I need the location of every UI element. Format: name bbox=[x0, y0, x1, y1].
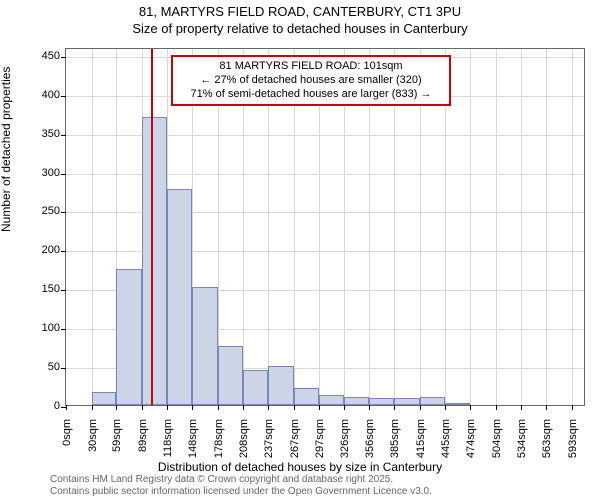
ytick-label: 100 bbox=[26, 322, 60, 334]
title-line-2: Size of property relative to detached ho… bbox=[0, 21, 600, 38]
xtick-label: 237sqm bbox=[263, 419, 275, 469]
histogram-bar bbox=[243, 370, 268, 405]
xtick-label: 297sqm bbox=[314, 419, 326, 469]
xtick-label: 326sqm bbox=[339, 419, 351, 469]
source-footnote: Contains HM Land Registry data © Crown c… bbox=[50, 474, 432, 498]
property-marker-line bbox=[151, 49, 153, 405]
xtick-mark bbox=[521, 405, 522, 410]
xtick-mark bbox=[369, 405, 370, 410]
xtick-mark bbox=[294, 405, 295, 410]
title-line-1: 81, MARTYRS FIELD ROAD, CANTERBURY, CT1 … bbox=[0, 4, 600, 21]
footnote-line-1: Contains HM Land Registry data © Crown c… bbox=[50, 474, 432, 486]
xtick-label: 0sqm bbox=[61, 419, 73, 469]
xtick-mark bbox=[445, 405, 446, 410]
ytick-mark bbox=[61, 174, 66, 175]
xtick-mark bbox=[470, 405, 471, 410]
xtick-label: 593sqm bbox=[567, 419, 579, 469]
xtick-mark bbox=[92, 405, 93, 410]
ytick-label: 200 bbox=[26, 244, 60, 256]
xtick-mark bbox=[268, 405, 269, 410]
ytick-mark bbox=[61, 135, 66, 136]
xtick-mark bbox=[572, 405, 573, 410]
ytick-mark bbox=[61, 368, 66, 369]
xtick-mark bbox=[116, 405, 117, 410]
xtick-mark bbox=[142, 405, 143, 410]
histogram-bar bbox=[268, 366, 294, 405]
histogram-bar bbox=[420, 397, 446, 405]
xtick-mark bbox=[66, 405, 67, 410]
xtick-label: 178sqm bbox=[213, 419, 225, 469]
ytick-mark bbox=[61, 251, 66, 252]
xtick-mark bbox=[243, 405, 244, 410]
gridline-v bbox=[92, 49, 93, 405]
ytick-label: 300 bbox=[26, 167, 60, 179]
ytick-label: 50 bbox=[26, 361, 60, 373]
property-annotation-box: 81 MARTYRS FIELD ROAD: 101sqm← 27% of de… bbox=[171, 55, 451, 106]
histogram-bar bbox=[218, 346, 244, 405]
histogram-bar bbox=[394, 398, 420, 405]
ytick-label: 0 bbox=[26, 400, 60, 412]
xtick-mark bbox=[546, 405, 547, 410]
ytick-label: 350 bbox=[26, 128, 60, 140]
xtick-label: 30sqm bbox=[87, 419, 99, 469]
histogram-bar bbox=[192, 287, 218, 405]
xtick-label: 563sqm bbox=[541, 419, 553, 469]
xtick-label: 445sqm bbox=[440, 419, 452, 469]
xtick-label: 208sqm bbox=[238, 419, 250, 469]
ytick-label: 400 bbox=[26, 89, 60, 101]
y-axis-label: Number of detached properties bbox=[0, 67, 13, 232]
xtick-label: 415sqm bbox=[415, 419, 427, 469]
gridline-v bbox=[470, 49, 471, 405]
xtick-mark bbox=[319, 405, 320, 410]
histogram-bar bbox=[369, 398, 394, 405]
xtick-mark bbox=[344, 405, 345, 410]
ytick-mark bbox=[61, 96, 66, 97]
xtick-mark bbox=[167, 405, 168, 410]
histogram-plot-area: 81 MARTYRS FIELD ROAD: 101sqm← 27% of de… bbox=[65, 48, 585, 406]
xtick-mark bbox=[394, 405, 395, 410]
xtick-label: 59sqm bbox=[111, 419, 123, 469]
ytick-label: 450 bbox=[26, 50, 60, 62]
xtick-label: 504sqm bbox=[491, 419, 503, 469]
histogram-bar bbox=[319, 395, 344, 405]
histogram-bar bbox=[142, 117, 167, 405]
xtick-label: 534sqm bbox=[516, 419, 528, 469]
histogram-bar bbox=[344, 397, 370, 405]
gridline-v bbox=[546, 49, 547, 405]
ytick-label: 250 bbox=[26, 205, 60, 217]
ytick-mark bbox=[61, 57, 66, 58]
ytick-mark bbox=[61, 212, 66, 213]
xtick-mark bbox=[192, 405, 193, 410]
annotation-line: ← 27% of detached houses are smaller (32… bbox=[179, 74, 443, 88]
xtick-label: 89sqm bbox=[137, 419, 149, 469]
xtick-label: 356sqm bbox=[364, 419, 376, 469]
histogram-bar bbox=[116, 269, 142, 405]
xtick-mark bbox=[420, 405, 421, 410]
xtick-mark bbox=[496, 405, 497, 410]
histogram-bar bbox=[445, 403, 470, 405]
chart-title-block: 81, MARTYRS FIELD ROAD, CANTERBURY, CT1 … bbox=[0, 0, 600, 38]
xtick-label: 474sqm bbox=[465, 419, 477, 469]
xtick-label: 118sqm bbox=[162, 419, 174, 469]
ytick-mark bbox=[61, 290, 66, 291]
histogram-bar bbox=[294, 388, 320, 405]
xtick-label: 148sqm bbox=[187, 419, 199, 469]
xtick-label: 385sqm bbox=[389, 419, 401, 469]
histogram-bar bbox=[167, 189, 193, 405]
gridline-v bbox=[496, 49, 497, 405]
annotation-line: 71% of semi-detached houses are larger (… bbox=[179, 88, 443, 102]
ytick-mark bbox=[61, 329, 66, 330]
annotation-line: 81 MARTYRS FIELD ROAD: 101sqm bbox=[179, 60, 443, 74]
gridline-v bbox=[572, 49, 573, 405]
footnote-line-2: Contains public sector information licen… bbox=[50, 486, 432, 498]
histogram-bar bbox=[92, 392, 117, 405]
xtick-label: 267sqm bbox=[289, 419, 301, 469]
xtick-mark bbox=[218, 405, 219, 410]
gridline-v bbox=[521, 49, 522, 405]
ytick-label: 150 bbox=[26, 283, 60, 295]
